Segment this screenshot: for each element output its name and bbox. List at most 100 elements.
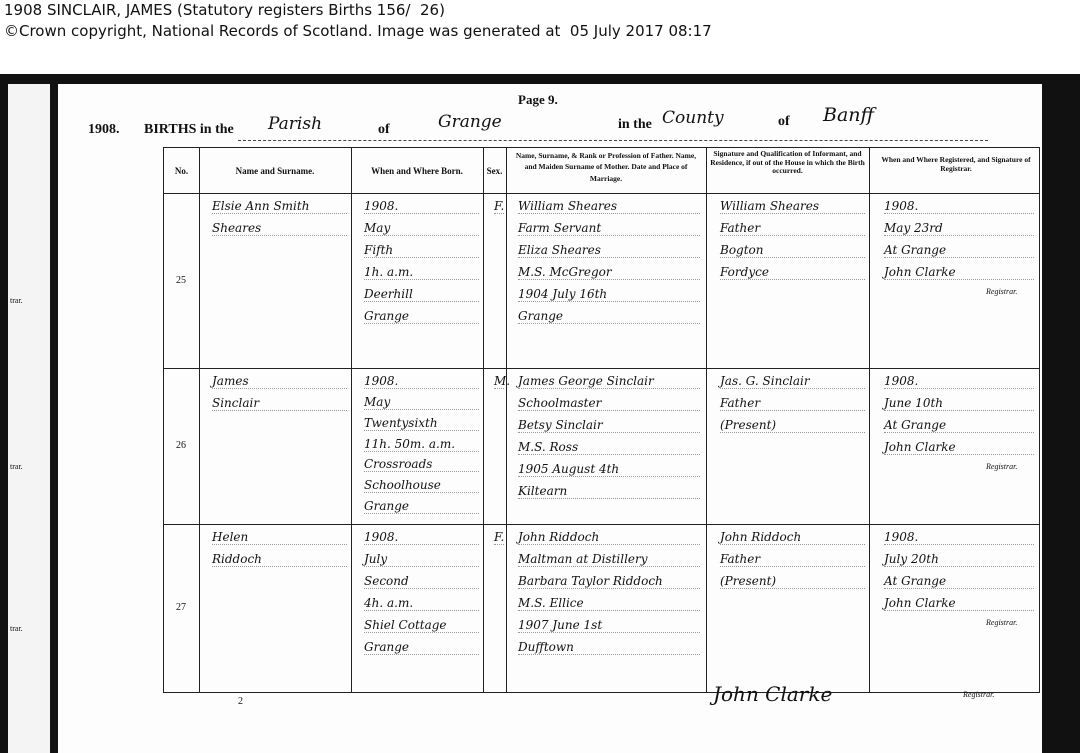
parish-name: Grange (438, 112, 502, 132)
born-line: Second (364, 574, 479, 589)
parents-line: M.S. Ross (518, 440, 700, 455)
born-line: May (364, 395, 479, 410)
footer-number: 2 (238, 696, 243, 707)
informant-line: John Riddoch (720, 530, 865, 545)
name-line: Helen (212, 530, 347, 545)
sex-line: F. (494, 530, 505, 545)
registered-line: Registrar. (986, 462, 1018, 471)
year: 1908. (88, 122, 120, 137)
previous-page-margin: trar. trar. trar. (8, 84, 50, 753)
informant-line: (Present) (720, 574, 865, 589)
births-table: No. Name and Surname. When and Where Bor… (163, 147, 1040, 693)
registered-line: 1908. (884, 374, 1034, 389)
registered-line: John Clarke (884, 596, 1034, 611)
district-type: Parish (268, 114, 323, 134)
parents-line: Farm Servant (518, 221, 700, 236)
born-line: July (364, 552, 479, 567)
header-parents: Name, Surname, & Rank or Profession of F… (515, 151, 697, 183)
registered-line: June 10th (884, 396, 1034, 411)
entry-number: 25 (176, 274, 186, 286)
parents-line: Dufftown (518, 640, 700, 655)
header-name: Name and Surname. (235, 166, 315, 176)
born-line: Grange (364, 309, 479, 324)
parents-line: Kiltearn (518, 484, 700, 499)
county-type: County (662, 108, 724, 128)
sex-line: M. (494, 374, 511, 389)
born-line: 1908. (364, 374, 479, 389)
name-line: Sinclair (212, 396, 347, 411)
header-no: No. (174, 166, 189, 176)
born-line: Twentysixth (364, 416, 479, 431)
margin-text: trar. (10, 296, 23, 305)
margin-text: trar. (10, 462, 23, 471)
in-the-label: in the (618, 117, 652, 132)
born-line: Grange (364, 640, 479, 655)
record-title: 1908 SINCLAIR, JAMES (Statutory register… (4, 1, 445, 19)
registrar-label: Registrar. (963, 690, 995, 699)
born-line: Deerhill (364, 287, 479, 302)
registered-line: At Grange (884, 574, 1034, 589)
births-label: BIRTHS in the (144, 122, 234, 137)
registrar-signature: John Clarke (713, 682, 833, 706)
parents-line: 1905 August 4th (518, 462, 700, 477)
born-line: 11h. 50m. a.m. (364, 437, 479, 452)
informant-line: Father (720, 221, 865, 236)
parents-line: Barbara Taylor Riddoch (518, 574, 700, 589)
born-line: Grange (364, 499, 479, 515)
register-page: Page 9. 1908. BIRTHS in the Parish of Gr… (58, 84, 1042, 753)
informant-line: Bogton (720, 243, 865, 258)
entry-number: 27 (176, 602, 186, 613)
header-sex: Sex. (486, 166, 503, 176)
parents-line: William Sheares (518, 199, 700, 214)
born-line: Fifth (364, 243, 479, 258)
registered-line: Registrar. (986, 618, 1018, 627)
copyright-line: ©Crown copyright, National Records of Sc… (4, 22, 712, 40)
registered-line: July 20th (884, 552, 1034, 567)
parents-line: Grange (518, 309, 700, 324)
born-line: Shiel Cottage (364, 618, 479, 633)
registered-line: John Clarke (884, 440, 1034, 455)
name-line: Riddoch (212, 552, 347, 567)
registered-line: At Grange (884, 418, 1034, 433)
parents-line: John Riddoch (518, 530, 700, 545)
header-informant: Signature and Qualification of Informant… (710, 149, 865, 176)
informant-line: Jas. G. Sinclair (720, 374, 865, 389)
parents-line: Betsy Sinclair (518, 418, 700, 433)
born-line: 4h. a.m. (364, 596, 479, 611)
parents-line: 1907 June 1st (518, 618, 700, 633)
born-line: Schoolhouse (364, 478, 479, 494)
parents-line: Schoolmaster (518, 396, 700, 411)
parents-line: M.S. Ellice (518, 596, 700, 611)
born-line: 1h. a.m. (364, 265, 479, 280)
header-born: When and Where Born. (371, 166, 463, 176)
born-line: May (364, 221, 479, 236)
informant-line: William Sheares (720, 199, 865, 214)
informant-line: Fordyce (720, 265, 865, 280)
parents-line: James George Sinclair (518, 374, 700, 389)
informant-line: Father (720, 552, 865, 567)
born-line: 1908. (364, 530, 479, 545)
name-line: Sheares (212, 221, 347, 236)
name-line: Elsie Ann Smith (212, 199, 347, 214)
of-label: of (378, 122, 390, 137)
name-line: James (212, 374, 347, 389)
parents-line: Maltman at Distillery (518, 552, 700, 567)
parents-line: M.S. McGregor (518, 265, 700, 280)
sex-line: F. (494, 199, 505, 214)
registered-line: At Grange (884, 243, 1034, 258)
parents-line: 1904 July 16th (518, 287, 700, 302)
registered-line: 1908. (884, 530, 1034, 545)
county-name: Banff (823, 104, 874, 126)
born-line: 1908. (364, 199, 479, 214)
registered-line: John Clarke (884, 265, 1034, 280)
registered-line: May 23rd (884, 221, 1034, 236)
registered-line: 1908. (884, 199, 1034, 214)
registered-line: Registrar. (986, 287, 1018, 296)
entry-number: 26 (176, 440, 186, 451)
born-line: Crossroads (364, 457, 479, 473)
page-number: Page 9. (518, 92, 558, 107)
margin-text: trar. (10, 624, 23, 633)
of-label: of (778, 114, 790, 129)
header-registered: When and Where Registered, and Signature… (881, 155, 1031, 173)
parents-line: Eliza Sheares (518, 243, 700, 258)
